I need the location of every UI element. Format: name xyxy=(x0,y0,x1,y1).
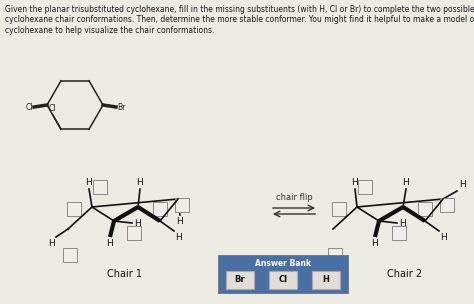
Bar xyxy=(175,198,189,212)
Bar xyxy=(269,271,297,289)
Text: H: H xyxy=(440,233,447,242)
Bar xyxy=(332,202,346,216)
Text: Cl: Cl xyxy=(26,102,33,112)
Text: chair flip: chair flip xyxy=(275,193,312,202)
Bar xyxy=(328,248,342,262)
Bar xyxy=(358,180,372,194)
Text: H: H xyxy=(399,219,406,227)
Text: H: H xyxy=(402,178,410,187)
Bar xyxy=(440,198,454,212)
Text: H: H xyxy=(352,178,358,187)
Text: Cl: Cl xyxy=(278,275,288,285)
Text: H: H xyxy=(323,275,329,285)
Bar xyxy=(418,202,432,216)
Text: H: H xyxy=(137,178,143,187)
Text: Given the planar trisubstituted cyclohexane, fill in the missing substituents (w: Given the planar trisubstituted cyclohex… xyxy=(5,5,474,35)
Bar xyxy=(218,255,348,293)
Bar xyxy=(153,202,167,216)
Bar xyxy=(67,202,81,216)
Text: Br: Br xyxy=(235,275,246,285)
Text: Answer Bank: Answer Bank xyxy=(255,258,311,268)
Bar xyxy=(226,271,254,289)
Text: Chair 1: Chair 1 xyxy=(108,269,143,279)
Text: Br: Br xyxy=(117,102,126,112)
Text: H: H xyxy=(177,217,183,226)
Text: Cl: Cl xyxy=(48,104,56,113)
Text: H: H xyxy=(459,180,466,189)
Text: H: H xyxy=(372,239,378,248)
Bar xyxy=(392,226,406,240)
Text: H: H xyxy=(107,239,113,248)
Bar xyxy=(312,271,340,289)
Text: H: H xyxy=(86,178,92,187)
Bar xyxy=(93,180,107,194)
Text: H: H xyxy=(48,239,55,248)
Text: Chair 2: Chair 2 xyxy=(387,269,422,279)
Text: H: H xyxy=(175,233,182,242)
Bar xyxy=(63,248,77,262)
Text: H: H xyxy=(134,219,141,227)
Bar xyxy=(127,226,141,240)
